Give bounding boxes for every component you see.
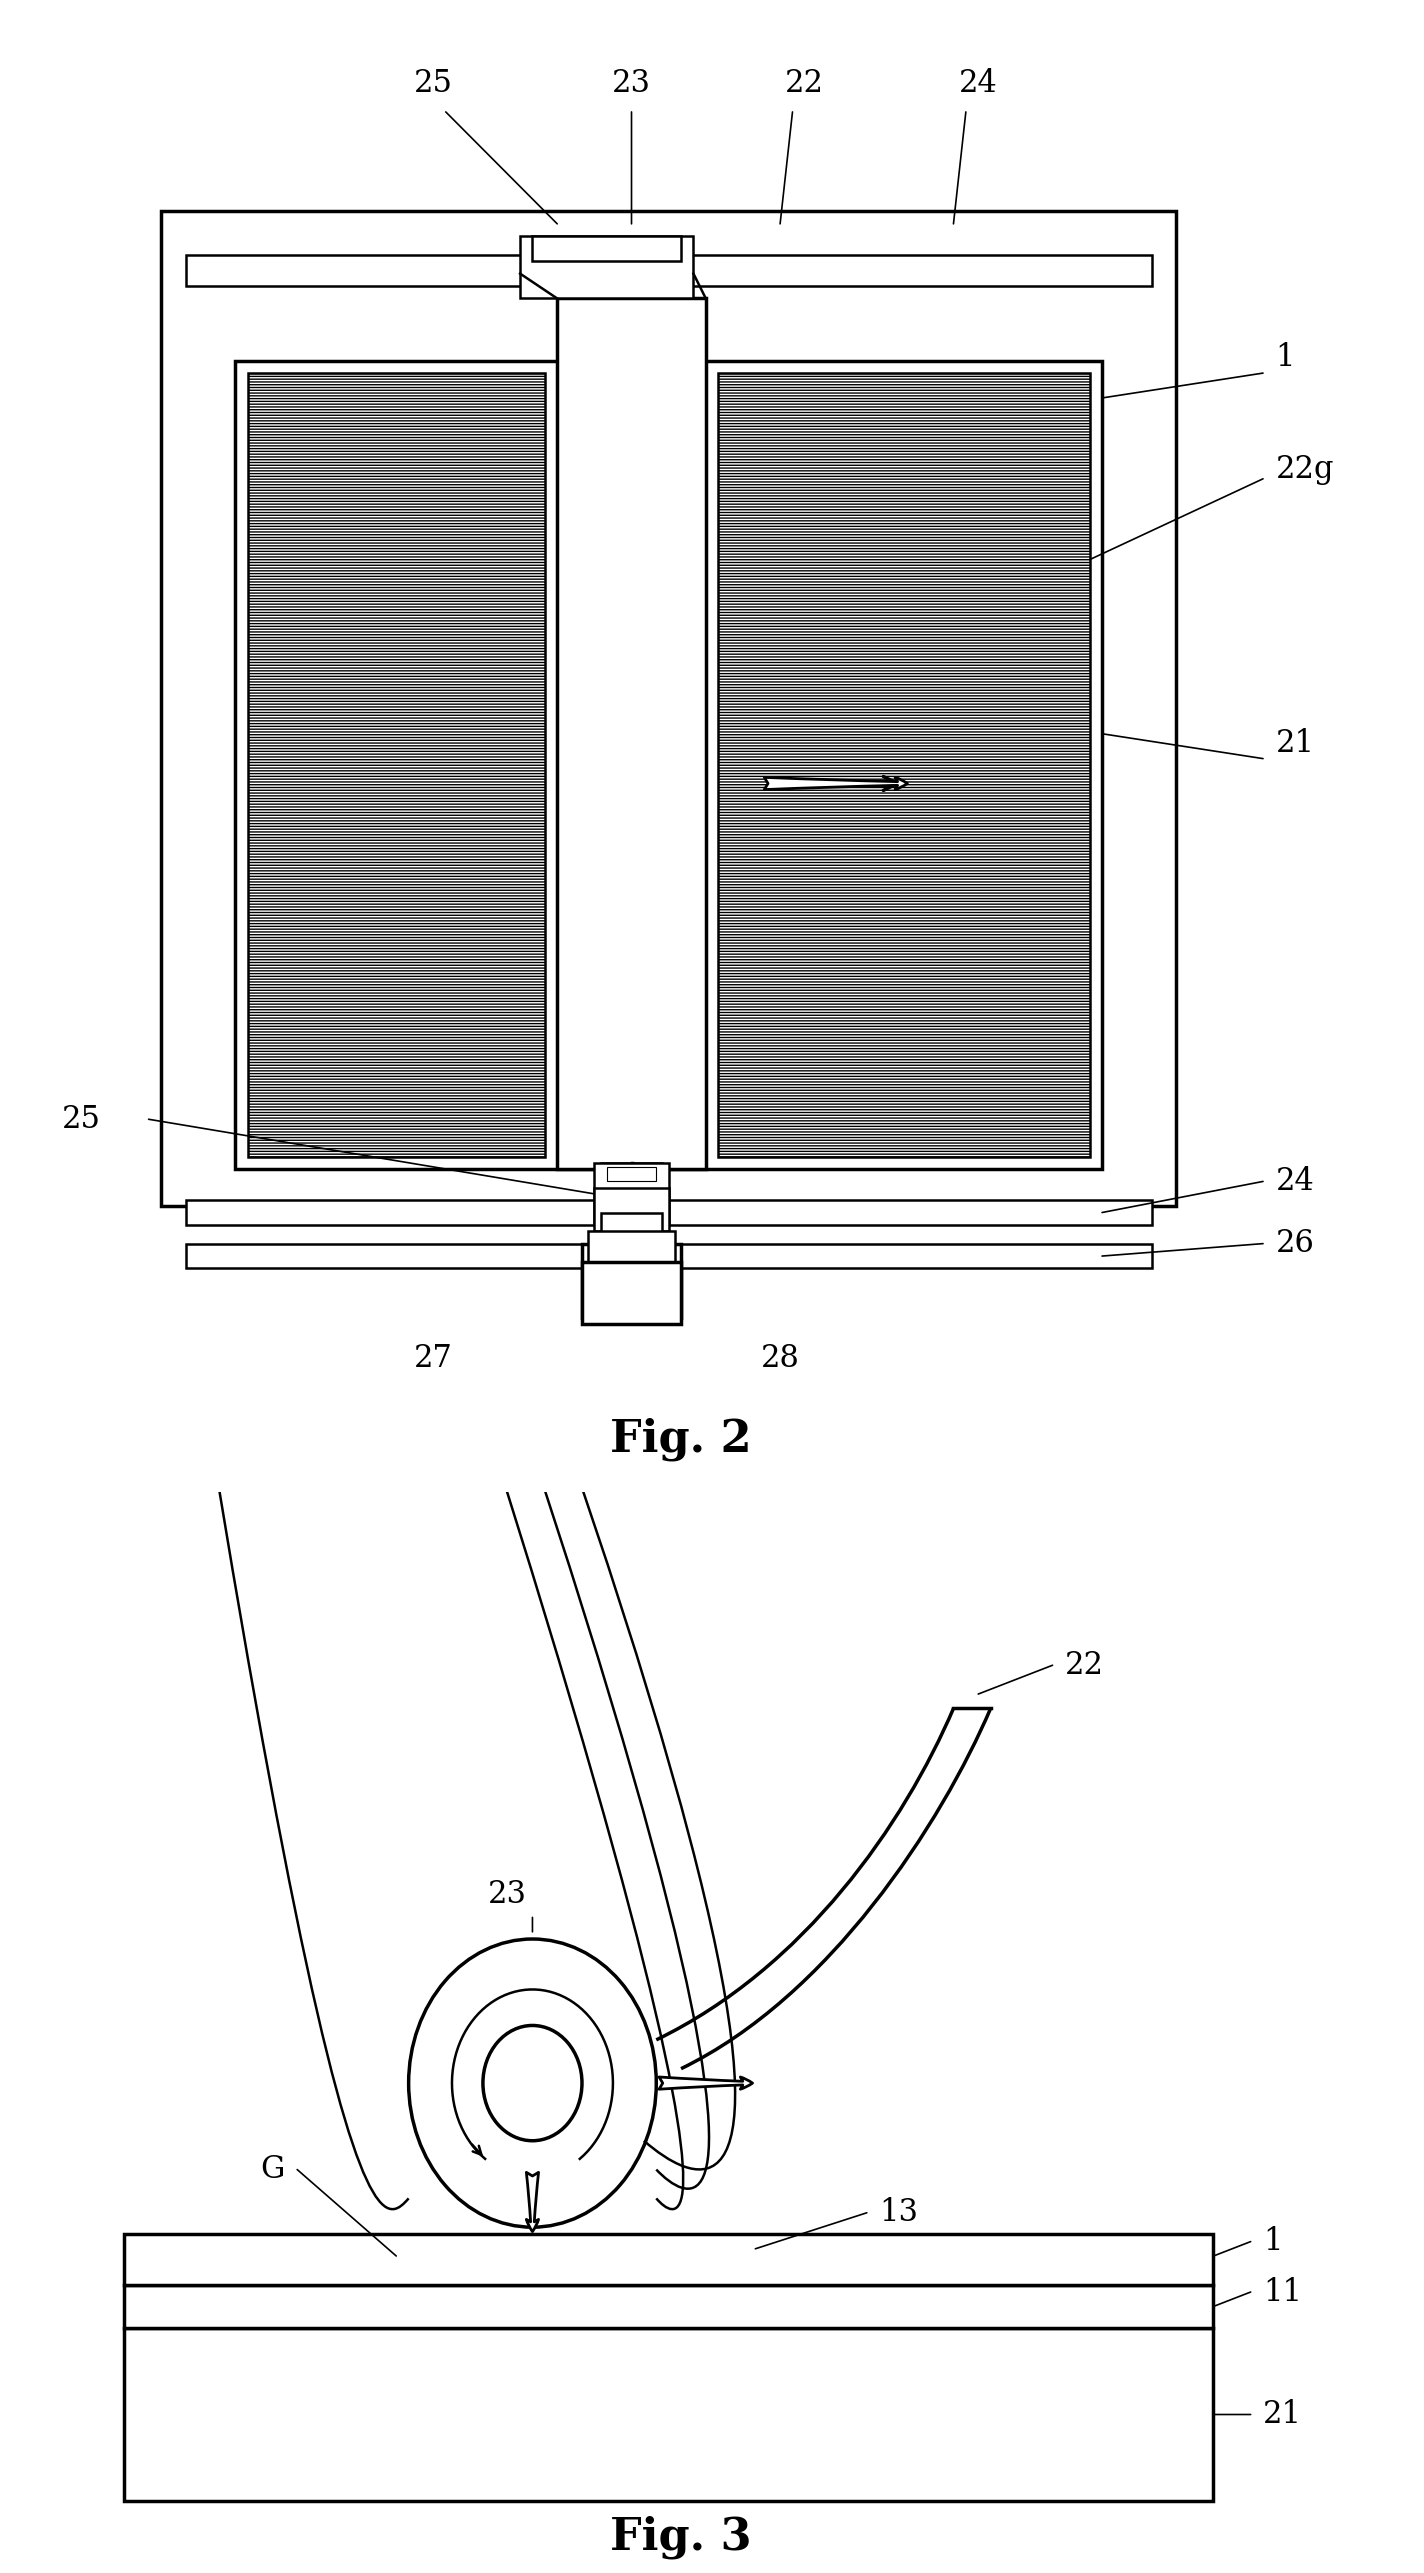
Text: 1: 1 [1276, 342, 1294, 373]
Text: G: G [261, 2154, 285, 2184]
Bar [718, 373, 1089, 1158]
Text: 25: 25 [61, 1104, 101, 1135]
Text: 28: 28 [760, 1343, 799, 1374]
Text: Fig. 2: Fig. 2 [611, 1418, 752, 1461]
Bar [161, 211, 1176, 1207]
Bar [248, 373, 545, 1158]
Bar [185, 1243, 1152, 1268]
Text: 24: 24 [958, 69, 998, 100]
Text: 23: 23 [612, 69, 651, 100]
Bar [124, 2233, 1213, 2285]
Text: 22g: 22g [1276, 453, 1334, 484]
Text: 23: 23 [488, 1878, 527, 1909]
Bar [594, 1163, 669, 1225]
Text: Fig. 3: Fig. 3 [611, 2514, 752, 2558]
Text: 25: 25 [414, 69, 453, 100]
Bar [582, 1243, 681, 1317]
Text: 11: 11 [1263, 2277, 1302, 2308]
Text: 22: 22 [786, 69, 824, 100]
Bar [594, 1189, 669, 1232]
Text: 22: 22 [1065, 1649, 1104, 1680]
Text: 24: 24 [1276, 1166, 1314, 1196]
Text: 27: 27 [414, 1343, 453, 1374]
Bar [533, 237, 681, 260]
Bar [588, 1232, 675, 1274]
Bar [185, 1199, 1152, 1225]
Bar [520, 237, 693, 298]
Text: 26: 26 [1276, 1227, 1314, 1258]
Text: 13: 13 [879, 2197, 918, 2228]
Bar [124, 2329, 1213, 2501]
Bar [235, 360, 1102, 1168]
Bar [185, 255, 1152, 286]
Text: 21: 21 [1276, 728, 1314, 759]
Bar [607, 1166, 656, 1181]
Text: 21: 21 [1263, 2398, 1302, 2429]
Bar [582, 1263, 681, 1325]
Bar [124, 2285, 1213, 2329]
Text: 1: 1 [1263, 2226, 1283, 2257]
Bar [601, 1163, 662, 1199]
Bar [601, 1212, 662, 1243]
Bar [557, 298, 706, 1168]
